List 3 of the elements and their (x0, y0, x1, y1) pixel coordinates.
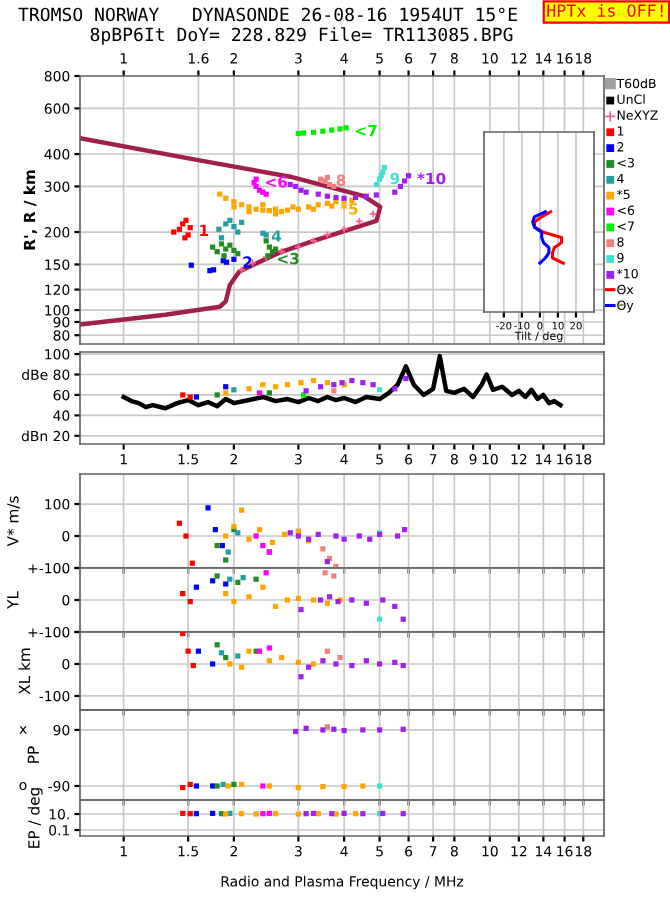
text: HPTx is OFF! (547, 3, 663, 17)
chart-subtitle: 8pBP6It DoY= 228.829 File= TR113085.BPG (90, 27, 513, 45)
chart-title: TROMSO NORWAY DYNASONDE 26-08-16 1954UT 15°E (18, 7, 517, 22)
